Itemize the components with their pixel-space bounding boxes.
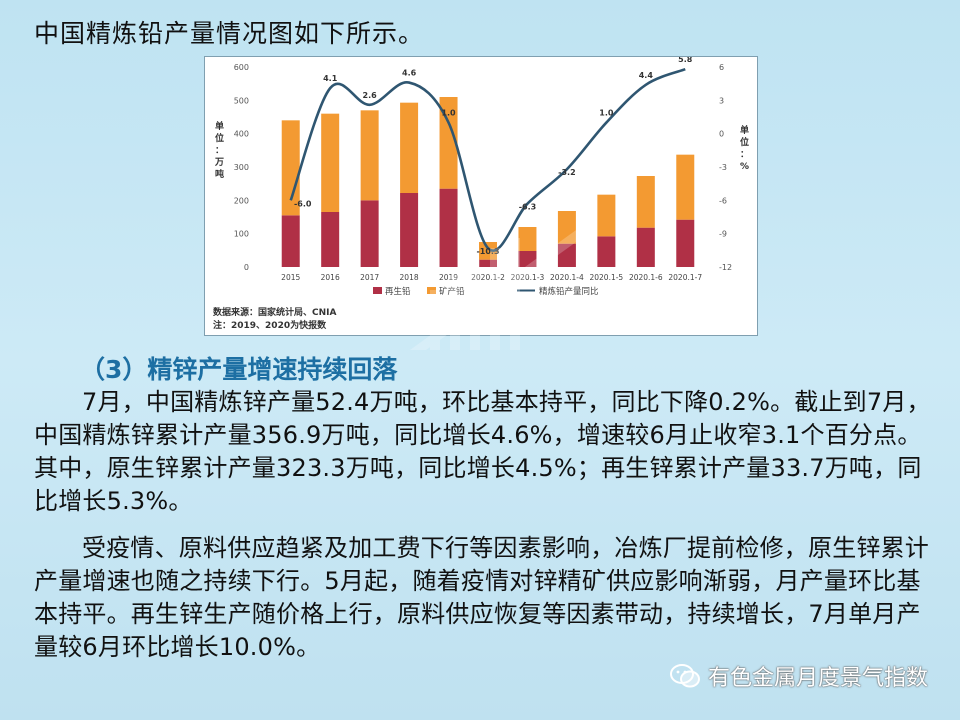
axis-unit-char: 位 (740, 136, 749, 148)
paragraph-1-text: 7月，中国精炼锌产量52.4万吨，环比基本持平，同比下降0.2%。截止到7月，中… (34, 388, 931, 515)
left-axis-tick: 200 (234, 196, 249, 205)
line-data-label: -6.3 (519, 203, 537, 212)
x-category-label: 2016 (321, 273, 340, 282)
line-data-label: -3.2 (558, 168, 576, 177)
axis-unit-char: 单 (215, 120, 224, 132)
right-axis-unit: 单位 ：% (740, 124, 749, 172)
bar-mined-lead (281, 120, 300, 216)
chart-source-note: 数据来源：国家统计局、CNIA (213, 306, 336, 318)
legend-label: 精炼铅产量同比 (539, 286, 599, 297)
bar-recycled-lead (360, 200, 379, 267)
bar-recycled-lead (321, 212, 340, 267)
x-category-label: 2020.1-6 (629, 273, 663, 282)
left-axis-tick: 300 (234, 163, 249, 172)
left-axis-ticks: 0 100 200 300 400 500 600 (234, 63, 249, 272)
axis-unit-char: ： (740, 150, 749, 160)
legend-swatch (373, 287, 382, 294)
x-category-label: 2020.1-5 (589, 273, 623, 282)
wechat-watermark: 有色金属月度景气指数 (669, 660, 928, 692)
paragraph-2-text: 受疫情、原料供应趋紧及加工费下行等因素影响，冶炼厂提前检修，原生锌累计产量增速也… (34, 534, 929, 661)
bar-mined-lead (439, 97, 458, 189)
right-axis-ticks: -12 -9 -6 -3 0 3 6 (719, 63, 732, 272)
wechat-icon (669, 664, 700, 688)
left-axis-tick: 600 (234, 63, 249, 72)
bar-recycled-lead (400, 193, 419, 267)
line-data-label: 2.6 (363, 91, 378, 100)
watermark-text: 有色金属月度景气指数 (707, 666, 928, 691)
x-category-label: 2019 (439, 273, 458, 282)
bar-recycled-lead (636, 227, 655, 267)
bar-mined-lead (636, 176, 655, 228)
line-data-label: -6.0 (294, 199, 312, 208)
x-category-label: 2015 (281, 273, 300, 282)
bar-mined-lead (518, 227, 537, 251)
bar-mined-lead (676, 154, 695, 220)
line-data-label: 5.8 (678, 57, 693, 64)
bar-mined-lead (479, 242, 497, 260)
axis-unit-char: % (740, 162, 749, 172)
axis-unit-char: ： (215, 146, 224, 156)
bar-recycled-lead (597, 236, 616, 267)
left-axis-unit: 单位 ：万吨 (214, 120, 224, 180)
line-data-label: 4.4 (639, 71, 654, 80)
legend-swatch (427, 287, 436, 294)
x-category-label: 2017 (360, 273, 379, 282)
axis-unit-char: 吨 (215, 168, 224, 180)
bar-mined-lead (557, 211, 576, 244)
paragraph-1: 7月，中国精炼锌产量52.4万吨，环比基本持平，同比下降0.2%。截止到7月，中… (34, 386, 934, 518)
line-series: -6.0 4.1 2.6 4.6 1.0 -10.3 -6.3 -3.2 1.0 4.4 5.8 (289, 57, 693, 256)
right-axis-tick: -3 (719, 163, 727, 172)
axis-unit-char: 万 (214, 157, 224, 168)
bar-mined-lead (360, 110, 379, 201)
right-axis-tick: -9 (719, 230, 727, 239)
bar-recycled-lead (479, 259, 497, 267)
x-category-label: 2020.1-4 (550, 273, 584, 282)
legend-label: 再生铅 (385, 286, 411, 297)
paragraph-2: 受疫情、原料供应趋紧及加工费下行等因素影响，冶炼厂提前检修，原生锌累计产量增速也… (34, 532, 934, 664)
bar-recycled-lead (676, 219, 695, 267)
bar-mined-lead (597, 194, 616, 237)
x-category-label: 2020.1-7 (668, 273, 702, 282)
right-axis-tick: -6 (719, 196, 727, 205)
left-axis-tick: 100 (234, 230, 249, 239)
bar-mined-lead (400, 102, 419, 193)
intro-text: 中国精炼铅产量情况图如下所示。 (34, 19, 425, 48)
bar-series (281, 97, 695, 267)
axis-unit-char: 位 (215, 132, 224, 144)
right-axis-tick: 0 (719, 130, 724, 139)
background-logo-decoration (410, 220, 590, 350)
chart-svg: 0 100 200 300 400 500 600 -12 -9 -6 -3 0 3 6 -6.0 4.1… (213, 57, 749, 331)
right-axis-tick: 3 (719, 96, 724, 105)
bar-recycled-lead (518, 251, 537, 267)
left-axis-tick: 500 (234, 96, 249, 105)
chart-legend: 再生铅 矿产铅 精炼铅产量同比 (373, 286, 599, 297)
left-axis-tick: 0 (244, 263, 249, 272)
lead-production-chart: 0 100 200 300 400 500 600 -12 -9 -6 -3 0 3 6 -6.0 4.1… (204, 56, 758, 336)
x-category-label: 2020.1-3 (511, 273, 545, 282)
bar-recycled-lead (557, 243, 576, 267)
left-axis-tick: 400 (234, 130, 249, 139)
section-heading: （3）精锌产量增速持续回落 (80, 355, 398, 384)
x-category-label: 2018 (400, 273, 419, 282)
axis-unit-char: 单 (740, 124, 749, 136)
line-data-label: 4.6 (402, 69, 417, 78)
line-data-label: 4.1 (323, 74, 338, 83)
x-axis-categories: 2015 2016 2017 2018 2019 2020.1-2 2020.1-3 2020… (281, 273, 702, 282)
bar-recycled-lead (439, 188, 458, 267)
chart-footnote: 注：2019、2020为快报数 (213, 319, 327, 331)
yoy-growth-line (289, 68, 686, 252)
right-axis-tick: -12 (719, 263, 732, 272)
x-category-label: 2020.1-2 (471, 273, 505, 282)
line-data-label: 1.0 (441, 109, 456, 118)
line-data-label: -10.3 (476, 247, 499, 256)
bar-mined-lead (321, 113, 340, 212)
bar-recycled-lead (281, 215, 300, 267)
legend-label: 矿产铅 (439, 286, 465, 297)
line-data-label: 1.0 (599, 109, 614, 118)
right-axis-tick: 6 (719, 63, 724, 72)
